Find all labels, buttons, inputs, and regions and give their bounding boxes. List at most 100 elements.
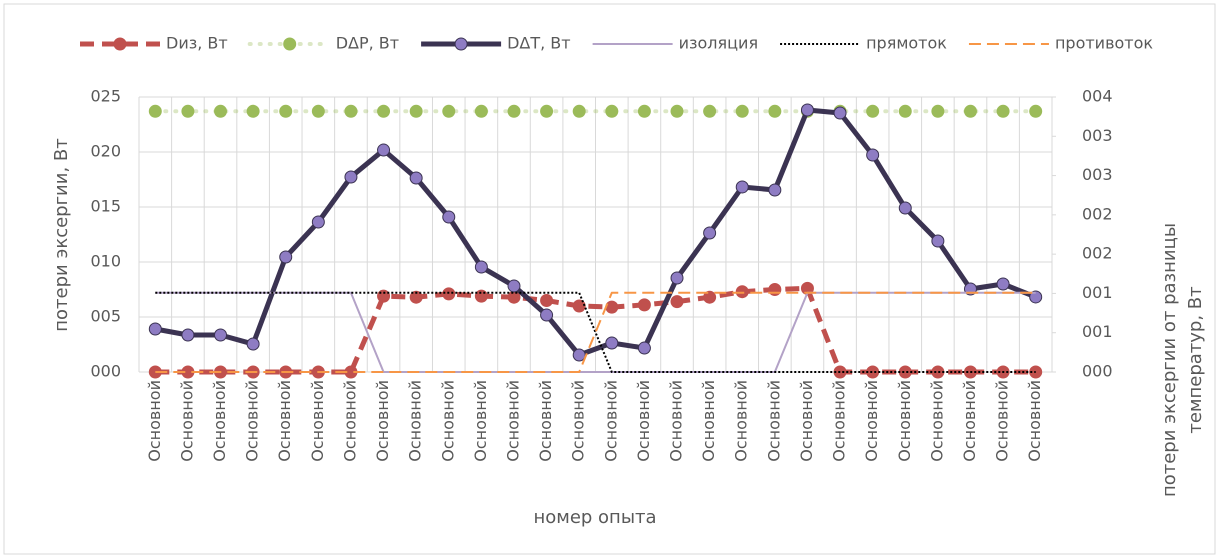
x-tick-label: Основной: [732, 380, 751, 462]
y2-tick-label: 001: [1082, 322, 1113, 341]
x-tick-label: Основной: [177, 380, 196, 462]
series-marker: [833, 106, 847, 120]
series-marker: [442, 104, 456, 118]
series-line: [154, 107, 1037, 358]
series-line: [155, 291, 1036, 373]
legend-label: прямоток: [866, 34, 947, 53]
x-tick-label: Основной: [340, 380, 359, 462]
y-tick-label: 005: [90, 307, 121, 326]
series-marker: [996, 277, 1010, 291]
series-marker: [866, 148, 880, 162]
series-marker: [311, 215, 325, 229]
series-line: [155, 291, 1036, 373]
series-marker: [540, 104, 554, 118]
series-marker: [507, 104, 521, 118]
series-marker: [605, 336, 619, 350]
series-marker: [148, 104, 162, 118]
x-tick-label: Основной: [210, 380, 229, 462]
legend-marker: [454, 37, 468, 51]
series-marker: [898, 201, 912, 215]
series-marker: [507, 279, 521, 293]
x-tick-label: Основной: [895, 380, 914, 462]
series-marker: [931, 234, 945, 248]
y2-tick-label: 003: [1082, 126, 1113, 145]
series-marker: [898, 365, 912, 379]
y2-tick-label: 003: [1082, 165, 1113, 184]
series-marker: [572, 299, 586, 313]
chart-border: [3, 3, 1216, 555]
series-marker: [572, 104, 586, 118]
legend-label: противоток: [1055, 34, 1153, 53]
series-marker: [931, 365, 945, 379]
series-marker: [866, 104, 880, 118]
series-marker: [637, 298, 651, 312]
y-tick-label: 020: [90, 142, 121, 161]
series-marker: [409, 290, 423, 304]
series-marker: [703, 226, 717, 240]
x-tick-label: Основной: [862, 380, 881, 462]
series-marker: [670, 271, 684, 285]
x-tick-label: Основной: [830, 380, 849, 462]
series-marker: [703, 104, 717, 118]
series-marker: [735, 285, 749, 299]
series-marker: [181, 104, 195, 118]
x-tick-label: Основной: [471, 380, 490, 462]
legend-label: Dиз, Вт: [166, 34, 228, 53]
x-tick-label: Основной: [960, 380, 979, 462]
x-tick-label: Основной: [601, 380, 620, 462]
y-tick-label: 000: [90, 362, 121, 381]
series-marker: [605, 300, 619, 314]
x-tick-label: Основной: [308, 380, 327, 462]
x-tick-label: Основной: [145, 380, 164, 462]
legend-marker: [113, 37, 127, 51]
series-marker: [214, 104, 228, 118]
series-marker: [768, 183, 782, 197]
series-marker: [344, 104, 358, 118]
series-marker: [540, 294, 554, 307]
series-marker: [735, 104, 749, 118]
series-marker: [931, 104, 945, 118]
series-marker: [409, 104, 423, 118]
series-marker: [311, 104, 325, 118]
x-tick-label: Основной: [503, 380, 522, 462]
series-marker: [637, 341, 651, 355]
series-line: [155, 285, 1036, 375]
y2-axis-title: потери эксергии от разницы: [1159, 223, 1180, 497]
series-marker: [670, 104, 684, 118]
series-marker: [377, 143, 391, 157]
x-tick-label: Основной: [1025, 380, 1044, 462]
series-marker: [768, 104, 782, 118]
legend-marker: [283, 37, 297, 51]
y2-tick-label: 001: [1082, 283, 1113, 302]
series-marker: [214, 328, 228, 342]
series-marker: [605, 104, 619, 118]
x-tick-label: Основной: [438, 380, 457, 462]
x-tick-label: Основной: [406, 380, 425, 462]
x-tick-label: Основной: [764, 380, 783, 462]
series-marker: [344, 170, 358, 184]
y-tick-label: 010: [90, 252, 121, 271]
series-marker: [898, 104, 912, 118]
x-tick-label: Основной: [699, 380, 718, 462]
series-marker: [181, 328, 195, 342]
y2-axis-title: температур, Вт: [1185, 286, 1206, 433]
series-marker: [377, 104, 391, 118]
x-tick-label: Основной: [993, 380, 1012, 462]
series-marker: [279, 104, 293, 118]
y-tick-label: 025: [90, 87, 121, 106]
y2-tick-label: 002: [1082, 204, 1113, 223]
x-tick-label: Основной: [634, 380, 653, 462]
x-tick-label: Основной: [275, 380, 294, 462]
y2-tick-label: 002: [1082, 244, 1113, 263]
x-tick-label: Основной: [373, 380, 392, 462]
x-tick-label: Основной: [536, 380, 555, 462]
y-axis-title: потери эксергии, Вт: [51, 138, 72, 331]
series-marker: [279, 250, 293, 264]
y2-tick-label: 000: [1082, 362, 1113, 381]
series-marker: [703, 290, 717, 304]
y2-tick-label: 004: [1082, 87, 1113, 106]
series-marker: [474, 104, 488, 118]
series-marker: [442, 210, 456, 224]
x-tick-label: Основной: [243, 380, 262, 462]
